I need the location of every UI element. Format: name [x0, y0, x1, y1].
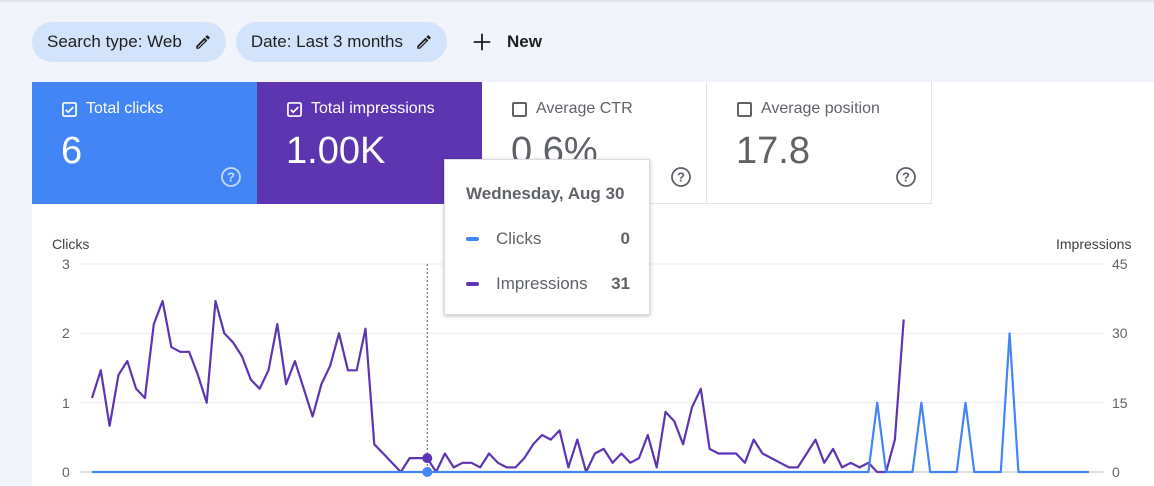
tooltip-impressions-row: Impressions 31 — [466, 274, 630, 294]
checkbox-unchecked-icon[interactable] — [512, 101, 527, 117]
left-axis-title: Clicks — [52, 236, 90, 252]
metric-value: 6 — [61, 130, 83, 172]
impressions-hover-point — [422, 453, 433, 464]
checkbox-unchecked-icon[interactable] — [737, 101, 752, 117]
impressions-legend-swatch — [466, 282, 479, 286]
right-tick-label: 0 — [1112, 464, 1120, 480]
left-tick-label: 1 — [62, 395, 70, 411]
left-tick-label: 0 — [62, 464, 70, 480]
left-tick-label: 3 — [62, 256, 70, 272]
right-tick-label: 15 — [1112, 395, 1128, 411]
help-icon[interactable]: ? — [220, 166, 242, 188]
metric-card-average-position[interactable]: Average position 17.8 ? — [707, 82, 932, 204]
clicks-series-line — [92, 332, 1089, 474]
metric-label: Average position — [761, 100, 880, 117]
edit-pencil-icon[interactable] — [415, 33, 433, 51]
tooltip-impressions-label: Impressions — [496, 274, 588, 293]
metric-value: 1.00K — [286, 130, 386, 172]
date-filter-label: Date: Last 3 months — [250, 32, 403, 51]
metric-label: Total impressions — [311, 100, 435, 117]
clicks-hover-point — [422, 467, 433, 477]
plus-icon — [473, 33, 491, 51]
top-divider — [0, 0, 1154, 2]
svg-text:?: ? — [227, 170, 235, 185]
svg-text:?: ? — [677, 170, 685, 185]
right-axis-title: Impressions — [1056, 236, 1132, 252]
chart-tooltip: Wednesday, Aug 30 Clicks 0 Impressions 3… — [444, 159, 650, 315]
search-type-filter-label: Search type: Web — [47, 32, 182, 51]
metric-label: Average CTR — [536, 100, 633, 117]
clicks-legend-swatch — [466, 237, 479, 241]
tooltip-date: Wednesday, Aug 30 — [466, 184, 625, 203]
new-filter-label: New — [506, 32, 542, 51]
svg-text:?: ? — [902, 170, 910, 185]
help-icon[interactable]: ? — [670, 166, 692, 188]
metric-card-total-clicks[interactable]: Total clicks 6 ? — [32, 82, 257, 204]
tooltip-impressions-value: 31 — [611, 274, 630, 293]
impressions-series-line — [90, 299, 905, 474]
right-tick-label: 45 — [1112, 256, 1128, 272]
help-icon[interactable]: ? — [895, 166, 917, 188]
checkbox-checked-icon[interactable] — [287, 101, 302, 117]
right-tick-label: 30 — [1112, 325, 1128, 341]
new-filter-button[interactable]: New — [471, 31, 542, 53]
tooltip-clicks-label: Clicks — [496, 229, 542, 248]
tooltip-clicks-row: Clicks 0 — [466, 229, 630, 249]
left-tick-label: 2 — [62, 325, 70, 341]
search-type-filter-chip[interactable]: Search type: Web — [32, 22, 226, 62]
tooltip-clicks-value: 0 — [620, 229, 630, 248]
filter-bar: Search type: Web Date: Last 3 months New — [32, 22, 542, 62]
metric-value: 17.8 — [736, 130, 810, 172]
checkbox-checked-icon[interactable] — [62, 101, 77, 117]
edit-pencil-icon[interactable] — [194, 33, 212, 51]
metric-label: Total clicks — [86, 100, 164, 117]
date-filter-chip[interactable]: Date: Last 3 months — [235, 22, 447, 62]
